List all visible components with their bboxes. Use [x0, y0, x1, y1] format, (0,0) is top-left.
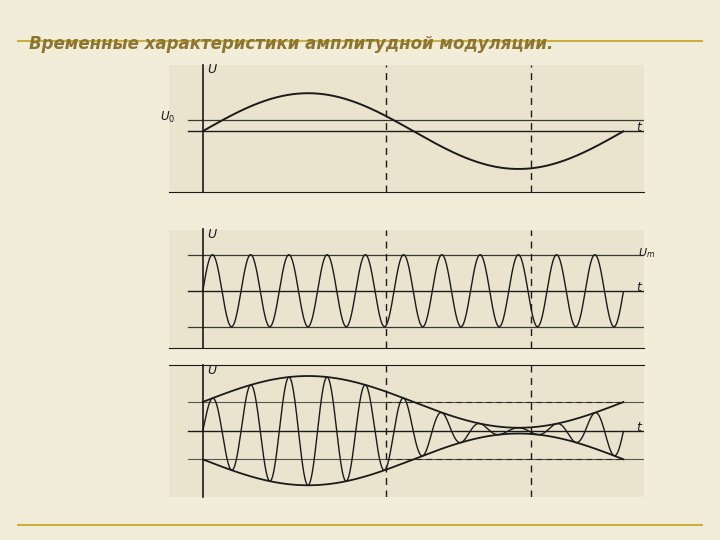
Text: t: t [636, 421, 641, 434]
Text: U: U [207, 63, 216, 76]
Text: U$_m$: U$_m$ [638, 246, 655, 260]
Text: Временные характеристики амплитудной модуляции.: Временные характеристики амплитудной мод… [29, 35, 553, 53]
Text: U$_0$: U$_0$ [160, 110, 176, 125]
Text: U: U [207, 228, 216, 241]
Text: U: U [207, 364, 216, 377]
Text: t: t [636, 121, 641, 134]
Text: t: t [636, 281, 641, 294]
